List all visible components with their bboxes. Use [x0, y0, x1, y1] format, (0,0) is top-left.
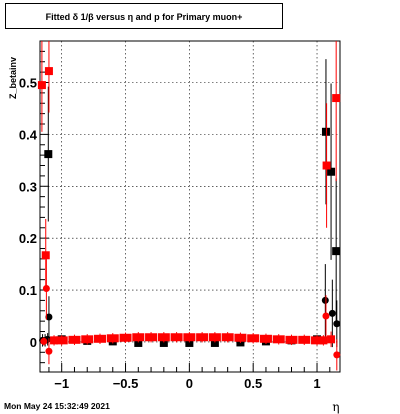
data-point — [247, 334, 260, 343]
y-tick-label: 0 — [30, 335, 37, 350]
data-point — [332, 247, 341, 256]
data-point — [196, 333, 209, 342]
data-point — [221, 333, 234, 342]
data-point — [145, 333, 158, 342]
data-point — [44, 150, 53, 159]
grid-lines — [40, 41, 340, 372]
data-point — [45, 347, 53, 355]
data-point — [327, 335, 336, 344]
data-point — [94, 334, 106, 343]
chart-title: Fitted δ 1/β versus η and p for Primary … — [45, 12, 243, 22]
y-axis-label: Z_betainv — [8, 57, 18, 99]
data-point — [45, 313, 53, 321]
data-point — [208, 333, 221, 342]
data-point — [183, 333, 196, 342]
data-point — [332, 94, 341, 103]
data-point — [132, 333, 145, 342]
data-point — [328, 309, 336, 317]
data-point — [311, 336, 324, 345]
axes: −1 −0.5 0 0.5 1 0 0.1 0.2 0.3 0.4 0.5 — [19, 50, 331, 391]
data-point — [159, 338, 168, 347]
data-point — [234, 333, 247, 342]
data-point — [41, 251, 50, 260]
y-tick-label: 0.5 — [19, 76, 37, 91]
data-point — [285, 335, 298, 344]
data-point — [106, 334, 119, 343]
x-tick-label: 0.5 — [244, 376, 262, 391]
data-point — [42, 284, 50, 292]
y-tick-label: 0.1 — [19, 283, 37, 298]
timestamp-footer: Mon May 24 15:32:49 2021 — [4, 401, 110, 411]
data-point — [185, 338, 194, 347]
data-point — [119, 333, 132, 342]
plot-frame — [39, 40, 341, 373]
x-axis-label: η — [332, 400, 339, 414]
data-point — [333, 351, 341, 359]
x-tick-label: 1 — [313, 376, 320, 391]
x-tick-label: −0.5 — [113, 376, 139, 391]
y-tick-label: 0.4 — [19, 127, 38, 142]
data-point — [37, 81, 46, 90]
chart-title-box: Fitted δ 1/β versus η and p for Primary … — [5, 3, 283, 29]
data-point — [321, 296, 329, 304]
data-point — [322, 161, 331, 170]
data-point — [50, 336, 59, 345]
x-tick-label: −1 — [54, 376, 69, 391]
data-point — [170, 333, 183, 342]
data-point — [259, 334, 272, 343]
data-point — [321, 127, 330, 136]
data-point — [134, 338, 143, 347]
data-point — [272, 335, 285, 344]
x-tick-label: 0 — [186, 376, 193, 391]
data-point — [44, 67, 53, 76]
data-point — [327, 167, 336, 176]
data-point — [298, 335, 311, 344]
data-point — [157, 333, 170, 342]
data-point — [40, 337, 48, 345]
data-point — [68, 335, 81, 344]
y-tick-label: 0.3 — [19, 179, 37, 194]
data-point — [210, 338, 219, 347]
data-point — [81, 335, 94, 344]
data-point — [55, 336, 68, 345]
data-point — [333, 320, 341, 328]
data-point — [322, 312, 330, 320]
y-tick-label: 0.2 — [19, 231, 37, 246]
data-point — [319, 336, 328, 345]
data-marks — [37, 41, 341, 371]
